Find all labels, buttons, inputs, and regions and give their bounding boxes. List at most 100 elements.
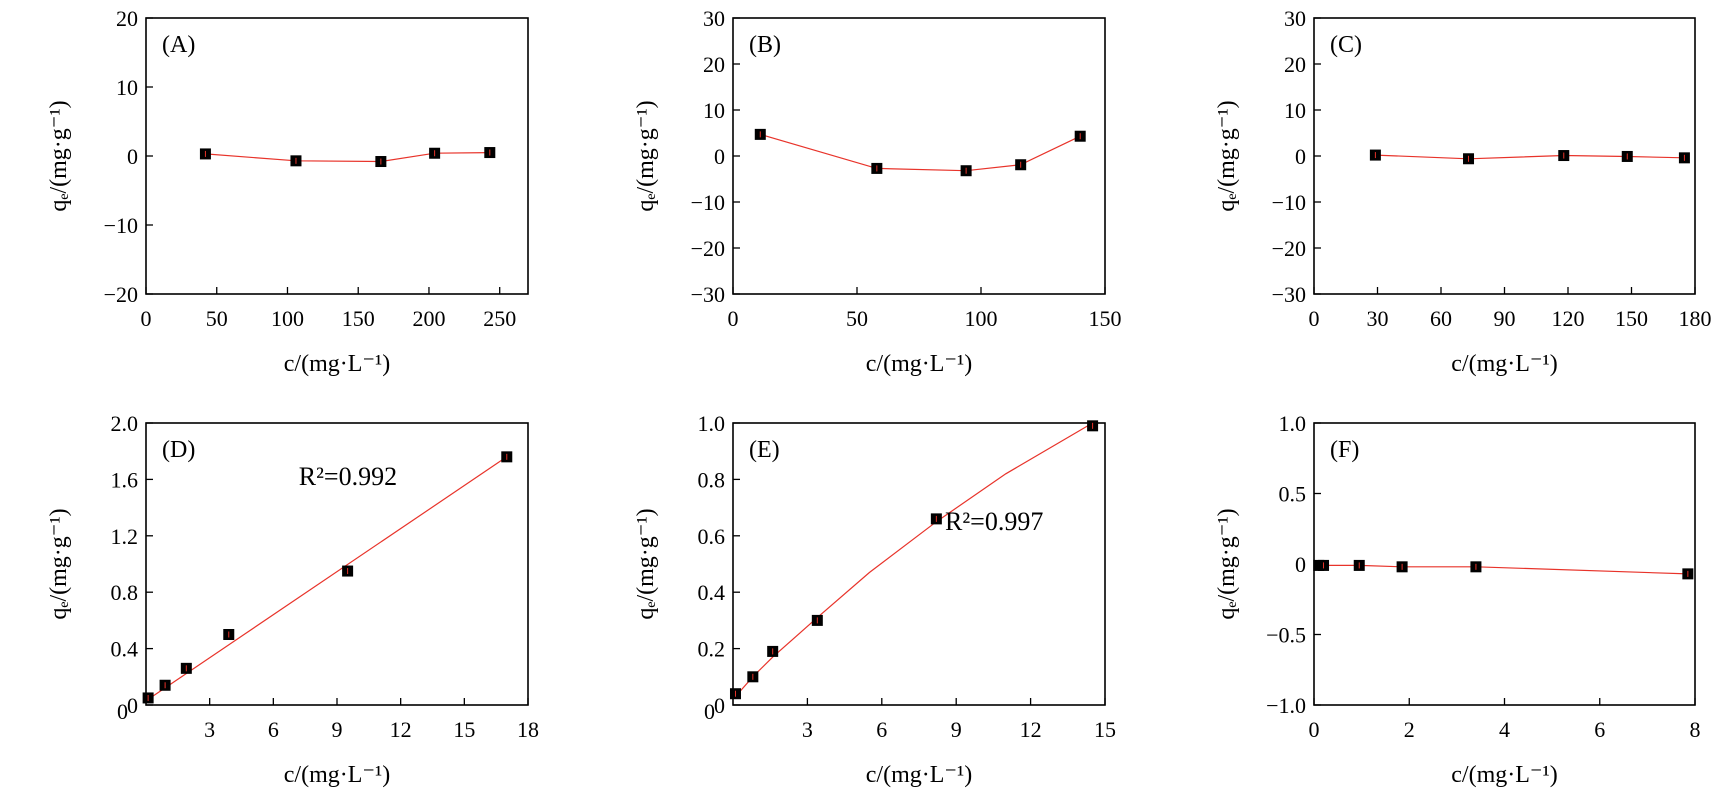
y-tick-label: −20 bbox=[104, 282, 138, 307]
x-tick-label: 0 bbox=[1309, 306, 1320, 331]
r-squared-annotation: R²=0.992 bbox=[299, 462, 397, 491]
y-tick-label: 0.6 bbox=[698, 524, 726, 549]
y-tick-label: 0 bbox=[127, 144, 138, 169]
y-tick-label: 0 bbox=[714, 693, 725, 718]
x-tick-label: 100 bbox=[271, 306, 304, 331]
x-tick-label: 15 bbox=[1094, 717, 1116, 742]
y-tick-label: 0.4 bbox=[698, 580, 726, 605]
y-axis-title: qₑ/(mg·g⁻¹) bbox=[46, 508, 72, 619]
x-tick-label: 4 bbox=[1499, 717, 1510, 742]
chart-panel-f: 0 2 4 6 8 −1.0 −0.5 0 0.5 1.0 c/(mg·L⁻¹) qₑ/(mg·g⁻¹… bbox=[1214, 411, 1701, 788]
panel-label: (F) bbox=[1330, 437, 1359, 463]
x-tick-label: 6 bbox=[268, 717, 279, 742]
x-tick-label: 12 bbox=[390, 717, 412, 742]
series-line bbox=[147, 456, 508, 700]
y-tick-label: 0.2 bbox=[698, 637, 726, 662]
series-line bbox=[1375, 154, 1685, 160]
x-axis-title: c/(mg·L⁻¹) bbox=[866, 351, 973, 377]
y-tick-label: 0 bbox=[127, 693, 138, 718]
y-tick-label: 1.6 bbox=[111, 467, 139, 492]
x-tick-label: 0 bbox=[141, 306, 152, 331]
y-tick-label: −0.5 bbox=[1266, 623, 1306, 648]
x-tick-label: 0 bbox=[728, 306, 739, 331]
y-tick-label: 0 bbox=[1295, 552, 1306, 577]
x-tick-label: 150 bbox=[342, 306, 375, 331]
y-tick-label: −30 bbox=[1272, 282, 1306, 307]
y-tick-label: 0 bbox=[714, 144, 725, 169]
chart-panel-b: 0 50 100 150 −30 −20 −10 0 10 20 30 c/(mg·L⁻¹) qₑ/(m… bbox=[633, 6, 1122, 377]
x-tick-label: 50 bbox=[846, 306, 868, 331]
series-line bbox=[760, 133, 1081, 172]
y-tick-label: 30 bbox=[1284, 6, 1306, 31]
x-axis-title: c/(mg·L⁻¹) bbox=[284, 762, 391, 788]
x-tick-label: 100 bbox=[965, 306, 998, 331]
y-tick-label: 0.4 bbox=[111, 637, 139, 662]
chart-panel-a: 0 50 100 150 200 250 −20 −10 0 10 20 c/(mg·L⁻¹) qₑ/(… bbox=[46, 6, 529, 377]
x-tick-label: 150 bbox=[1615, 306, 1648, 331]
x-tick-label: 200 bbox=[412, 306, 445, 331]
series-line bbox=[205, 152, 490, 163]
x-tick-label: 12 bbox=[1020, 717, 1042, 742]
y-axis-title: qₑ/(mg·g⁻¹) bbox=[1214, 508, 1240, 619]
x-tick-label: 0 bbox=[1309, 717, 1320, 742]
y-tick-label: 1.2 bbox=[111, 524, 139, 549]
panel-label: (D) bbox=[162, 437, 195, 463]
panel-label: (E) bbox=[749, 437, 780, 463]
x-tick-label: 50 bbox=[206, 306, 228, 331]
y-tick-label: −1.0 bbox=[1266, 693, 1306, 718]
y-tick-label: 30 bbox=[703, 6, 725, 31]
x-tick-label: 2 bbox=[1404, 717, 1415, 742]
y-tick-label: 20 bbox=[116, 6, 138, 31]
x-tick-label: 15 bbox=[453, 717, 475, 742]
y-tick-label: 10 bbox=[703, 98, 725, 123]
y-tick-label: 10 bbox=[1284, 98, 1306, 123]
x-tick-label: 90 bbox=[1494, 306, 1516, 331]
x-tick-label: 250 bbox=[483, 306, 516, 331]
y-tick-label: −20 bbox=[1272, 236, 1306, 261]
y-tick-label: 1.0 bbox=[1279, 411, 1307, 436]
series-line bbox=[735, 422, 1093, 697]
chart-panel-e: 3 6 9 12 15 0 0.2 0.4 0.6 0.8 1.0 0 c/(mg·L⁻¹) qₑ/(mg… bbox=[633, 411, 1116, 788]
x-tick-label: 8 bbox=[1690, 717, 1701, 742]
origin-tick-label: 0 bbox=[117, 699, 128, 724]
x-tick-label: 3 bbox=[802, 717, 813, 742]
origin-tick-label: 0 bbox=[704, 699, 715, 724]
x-tick-label: 60 bbox=[1430, 306, 1452, 331]
x-tick-label: 120 bbox=[1552, 306, 1585, 331]
y-tick-label: 0.5 bbox=[1279, 482, 1307, 507]
y-tick-label: 20 bbox=[703, 52, 725, 77]
chart-panel-c: 0 30 60 90 120 150 180 −30 −20 −10 0 10 20 30 c/(mg·L⁻… bbox=[1214, 6, 1712, 377]
x-tick-label: 6 bbox=[876, 717, 887, 742]
panel-label: (A) bbox=[162, 32, 195, 58]
plot-frame bbox=[1313, 422, 1696, 706]
y-tick-label: 20 bbox=[1284, 52, 1306, 77]
x-tick-label: 6 bbox=[1594, 717, 1605, 742]
y-axis-title: qₑ/(mg·g⁻¹) bbox=[633, 508, 659, 619]
x-axis-title: c/(mg·L⁻¹) bbox=[866, 762, 973, 788]
y-tick-label: 2.0 bbox=[111, 411, 139, 436]
x-tick-label: 180 bbox=[1679, 306, 1712, 331]
y-axis-title: qₑ/(mg·g⁻¹) bbox=[1214, 100, 1240, 211]
x-tick-label: 150 bbox=[1089, 306, 1122, 331]
r-squared-annotation: R²=0.997 bbox=[945, 507, 1043, 536]
y-tick-label: −30 bbox=[691, 282, 725, 307]
y-tick-label: 0.8 bbox=[111, 580, 139, 605]
y-tick-label: 10 bbox=[116, 75, 138, 100]
y-tick-label: 1.0 bbox=[698, 411, 726, 436]
chart-panel-d: 3 6 9 12 15 18 0 0.4 0.8 1.2 1.6 2.0 0 c/(mg·L⁻¹) qₑ/(… bbox=[46, 411, 539, 788]
x-axis-title: c/(mg·L⁻¹) bbox=[1451, 762, 1558, 788]
series-line bbox=[1318, 564, 1688, 575]
y-tick-label: −10 bbox=[104, 213, 138, 238]
x-tick-label: 30 bbox=[1367, 306, 1389, 331]
y-tick-label: −10 bbox=[1272, 190, 1306, 215]
y-axis-title: qₑ/(mg·g⁻¹) bbox=[46, 100, 72, 211]
panel-label: (B) bbox=[749, 32, 781, 58]
y-tick-label: 0.8 bbox=[698, 467, 726, 492]
x-axis-title: c/(mg·L⁻¹) bbox=[284, 351, 391, 377]
plot-frame bbox=[732, 422, 1106, 706]
x-tick-label: 9 bbox=[332, 717, 343, 742]
y-tick-label: 0 bbox=[1295, 144, 1306, 169]
panel-label: (C) bbox=[1330, 32, 1362, 58]
y-tick-label: −20 bbox=[691, 236, 725, 261]
